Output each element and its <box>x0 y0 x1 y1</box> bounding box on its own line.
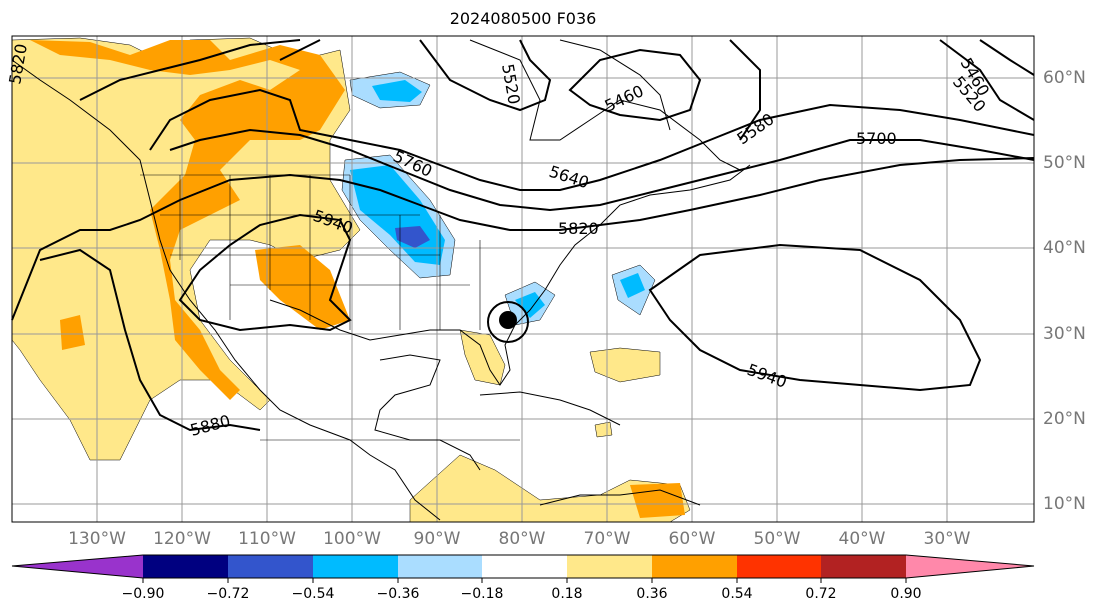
shade-atlantic-cyan <box>620 273 645 298</box>
lon-label: 120°W <box>153 529 211 549</box>
colorbar-tick-label: 0.72 <box>805 586 837 602</box>
lon-label: 130°W <box>68 529 126 549</box>
lon-label: 110°W <box>238 529 296 549</box>
colorbar-tick-label: −0.54 <box>291 586 335 602</box>
map-frame <box>11 35 1035 523</box>
colorbar-tick-label: 0.54 <box>721 586 753 602</box>
map-title: 2024080500 F036 <box>449 9 597 28</box>
lat-label: 50°N <box>1043 153 1086 173</box>
lat-label: 30°N <box>1043 324 1086 344</box>
lat-label: 40°N <box>1043 238 1086 258</box>
lon-label: 60°W <box>668 529 716 549</box>
colorbar-ticks <box>142 578 907 583</box>
height-contours <box>11 39 1035 432</box>
lon-label: 30°W <box>923 529 971 549</box>
colorbar-seg <box>482 555 567 578</box>
coastlines <box>11 39 751 521</box>
colorbar-seg <box>12 555 143 578</box>
colorbar-seg <box>652 555 737 578</box>
shade-canada-cyan <box>372 80 422 102</box>
colorbar-seg <box>821 555 906 578</box>
contour-label: 5820 <box>558 219 599 238</box>
lon-label: 40°W <box>838 529 886 549</box>
colorbar-seg <box>313 555 398 578</box>
colorbar-tick-label: −0.18 <box>460 586 504 602</box>
colorbar-tick-label: 0.36 <box>636 586 668 602</box>
contour-label: 5700 <box>856 129 897 148</box>
lon-label: 90°W <box>413 529 461 549</box>
shade-pacific-orange <box>60 315 85 350</box>
shade-caribbean-yellow <box>594 421 613 438</box>
colorbar-tick-label: −0.72 <box>206 586 250 602</box>
lat-label: 60°N <box>1043 68 1086 88</box>
state-borders <box>140 174 520 441</box>
colorbar-seg <box>228 555 313 578</box>
lon-label: 100°W <box>323 529 381 549</box>
shade-central-orange <box>255 245 350 330</box>
shade-west-orange <box>30 40 345 400</box>
colorbar <box>11 554 1035 583</box>
lon-label: 80°W <box>498 529 546 549</box>
colorbar-seg <box>567 555 652 578</box>
colorbar-tick-label: 0.90 <box>890 586 922 602</box>
lon-label: 50°W <box>753 529 801 549</box>
colorbar-tick-label: −0.90 <box>121 586 165 602</box>
map-panel: 5820 5520 5460 5460 5520 5580 5700 5760 … <box>5 35 1035 523</box>
lon-label: 70°W <box>583 529 631 549</box>
shade-midwest-blue <box>395 226 430 248</box>
lat-label: 20°N <box>1043 409 1086 429</box>
lat-label: 10°N <box>1043 494 1086 514</box>
colorbar-seg <box>398 555 482 578</box>
storm-center-marker <box>499 311 517 329</box>
colorbar-seg <box>143 555 228 578</box>
colorbar-tick-label: −0.36 <box>376 586 420 602</box>
colorbar-seg <box>906 555 1034 578</box>
colorbar-tick-label: 0.18 <box>551 586 583 602</box>
colorbar-seg <box>737 555 821 578</box>
